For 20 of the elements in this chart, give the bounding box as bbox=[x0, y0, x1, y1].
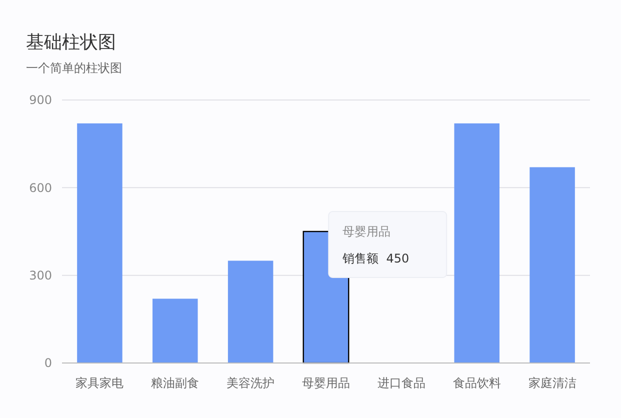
x-tick-label: 粮油副食 bbox=[151, 376, 200, 390]
annotation: 销售额 450 bbox=[342, 252, 410, 266]
bar bbox=[152, 298, 198, 363]
annotation: 母婴用品 bbox=[342, 224, 391, 238]
x-tick-label: 母婴用品 bbox=[302, 376, 350, 390]
y-tick-label: 0 bbox=[44, 356, 52, 370]
chart-subtitle: 一个简单的柱状图 bbox=[26, 61, 122, 75]
chart-title: 基础柱状图 bbox=[26, 32, 116, 53]
y-tick-label: 600 bbox=[29, 180, 52, 195]
bar bbox=[454, 123, 500, 363]
x-tick-label: 家具家电 bbox=[76, 376, 124, 390]
bar bbox=[228, 260, 274, 363]
y-tick-label: 300 bbox=[29, 268, 52, 283]
y-tick-label: 900 bbox=[29, 93, 52, 108]
x-tick-label: 美容洗护 bbox=[226, 376, 275, 390]
bar bbox=[77, 123, 122, 363]
bar bbox=[530, 167, 575, 363]
x-tick-label: 家庭清洁 bbox=[528, 376, 576, 390]
x-tick-label: 进口食品 bbox=[377, 376, 426, 390]
x-tick-label: 食品饮料 bbox=[452, 376, 501, 390]
